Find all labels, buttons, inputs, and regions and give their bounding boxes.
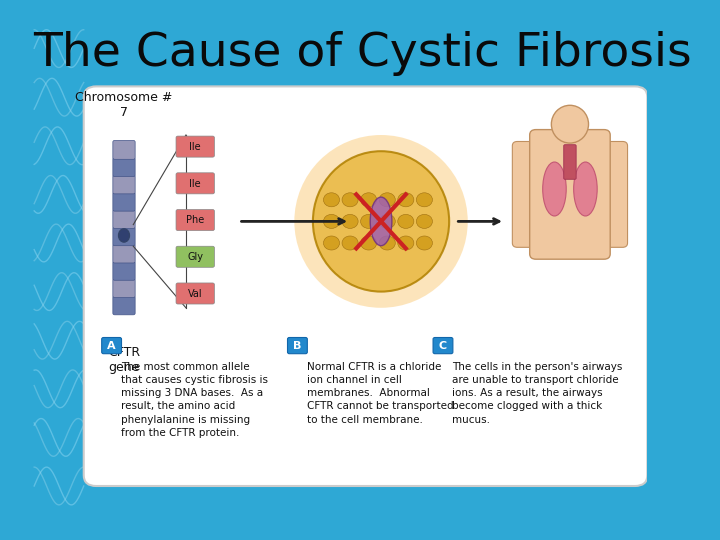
Circle shape	[323, 193, 340, 207]
FancyBboxPatch shape	[176, 246, 215, 267]
Circle shape	[342, 214, 358, 228]
FancyBboxPatch shape	[113, 158, 135, 177]
Text: Val: Val	[188, 289, 202, 299]
Text: B: B	[293, 341, 302, 350]
Circle shape	[397, 193, 414, 207]
Circle shape	[323, 236, 340, 250]
Circle shape	[342, 236, 358, 250]
Circle shape	[379, 193, 395, 207]
Text: Ile: Ile	[189, 179, 201, 188]
Circle shape	[361, 236, 377, 250]
Circle shape	[361, 193, 377, 207]
Text: C: C	[439, 341, 447, 350]
FancyBboxPatch shape	[113, 192, 135, 211]
Circle shape	[397, 236, 414, 250]
FancyBboxPatch shape	[176, 210, 215, 231]
Ellipse shape	[294, 135, 468, 308]
Text: Gly: Gly	[187, 252, 203, 262]
Circle shape	[342, 193, 358, 207]
Text: Normal CFTR is a chloride
ion channel in cell
membranes.  Abnormal
CFTR cannot b: Normal CFTR is a chloride ion channel in…	[307, 362, 454, 424]
FancyBboxPatch shape	[102, 338, 122, 354]
FancyBboxPatch shape	[84, 86, 647, 486]
Circle shape	[416, 214, 433, 228]
Circle shape	[379, 214, 395, 228]
FancyBboxPatch shape	[113, 140, 135, 159]
Text: CFTR
gene: CFTR gene	[108, 346, 140, 374]
FancyBboxPatch shape	[564, 145, 576, 179]
FancyBboxPatch shape	[513, 141, 541, 247]
FancyBboxPatch shape	[176, 136, 215, 157]
FancyBboxPatch shape	[176, 283, 215, 304]
FancyBboxPatch shape	[113, 296, 135, 315]
FancyBboxPatch shape	[113, 244, 135, 263]
Text: The most common allele
that causes cystic fibrosis is
missing 3 DNA bases.  As a: The most common allele that causes cysti…	[121, 362, 268, 438]
Text: The Cause of Cystic Fibrosis: The Cause of Cystic Fibrosis	[33, 31, 692, 77]
FancyBboxPatch shape	[113, 279, 135, 298]
FancyBboxPatch shape	[287, 338, 307, 354]
FancyBboxPatch shape	[176, 173, 215, 194]
Ellipse shape	[552, 105, 588, 143]
Circle shape	[416, 236, 433, 250]
Text: Phe: Phe	[186, 215, 204, 225]
Text: A: A	[107, 341, 116, 350]
Circle shape	[397, 214, 414, 228]
Circle shape	[416, 193, 433, 207]
Circle shape	[379, 236, 395, 250]
Circle shape	[361, 214, 377, 228]
Text: Ile: Ile	[189, 142, 201, 152]
Ellipse shape	[118, 228, 130, 242]
FancyBboxPatch shape	[599, 141, 628, 247]
FancyBboxPatch shape	[113, 210, 135, 228]
Ellipse shape	[543, 162, 566, 216]
Ellipse shape	[313, 151, 449, 292]
FancyBboxPatch shape	[113, 175, 135, 194]
FancyBboxPatch shape	[433, 338, 453, 354]
FancyBboxPatch shape	[113, 261, 135, 280]
Ellipse shape	[574, 162, 597, 216]
Ellipse shape	[370, 197, 392, 246]
FancyBboxPatch shape	[530, 130, 611, 259]
Text: Chromosome #
7: Chromosome # 7	[76, 91, 173, 119]
FancyBboxPatch shape	[113, 227, 135, 246]
Text: The cells in the person's airways
are unable to transport chloride
ions. As a re: The cells in the person's airways are un…	[452, 362, 623, 424]
Circle shape	[323, 214, 340, 228]
